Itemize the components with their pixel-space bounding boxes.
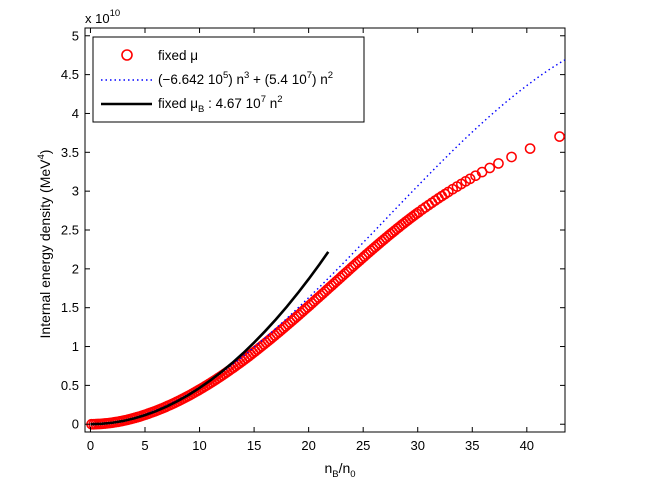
y-tick-label: 1.5 xyxy=(61,300,79,315)
y-tick-label: 0 xyxy=(72,417,79,432)
x-tick-label: 15 xyxy=(247,438,261,453)
x-tick-label: 10 xyxy=(192,438,206,453)
data-point-fixed-mu xyxy=(493,158,504,169)
data-point-fixed-mu xyxy=(524,143,536,154)
data-point-fixed-mu xyxy=(506,151,517,163)
data-point-fixed-mu xyxy=(464,173,476,185)
legend-label-fit: (−6.642 105) n3 + (5.4 107) n2 xyxy=(158,70,333,87)
legend-item-fixed-mub: fixed μB : 4.67 107 n2 xyxy=(101,94,283,115)
data-point-fixed-mu xyxy=(554,131,565,142)
x-tick-label: 20 xyxy=(301,438,315,453)
x-tick-label: 0 xyxy=(87,438,94,453)
data-point-fixed-mu xyxy=(484,162,496,174)
y-tick-label: 5 xyxy=(72,28,79,43)
x-tick-label: 30 xyxy=(410,438,424,453)
x-axis-label: nB/n0 xyxy=(324,460,355,480)
y-tick-label: 0.5 xyxy=(61,378,79,393)
y-tick-label: 4.5 xyxy=(61,67,79,82)
y-tick-label: 4 xyxy=(72,106,79,121)
y-tick-label: 2.5 xyxy=(61,223,79,238)
legend-item-fit: (−6.642 105) n3 + (5.4 107) n2 xyxy=(101,70,333,87)
legend: fixed μ (−6.642 105) n3 + (5.4 107) n2 f… xyxy=(92,36,365,123)
y-tick-label: 2 xyxy=(72,261,79,276)
x-tick-label: 40 xyxy=(520,438,534,453)
legend-item-fixed-mu: fixed μ xyxy=(121,48,198,63)
plot-content xyxy=(86,59,565,430)
axis-ticks: 0 5 10 15 20 25 30 35 40 0 0.5 1 1.5 2 2.5 3 3.5 4 4.5 5 xyxy=(61,28,565,453)
y-tick-label: 3.5 xyxy=(61,145,79,160)
y-tick-label: 3 xyxy=(72,184,79,199)
y-axis-multiplier: x 1010 xyxy=(85,8,120,26)
x-tick-label: 25 xyxy=(356,438,370,453)
y-axis-label: Internal energy density (MeV4) xyxy=(36,150,53,339)
x-tick-label: 5 xyxy=(141,438,148,453)
x-tick-label: 35 xyxy=(465,438,479,453)
legend-label-fixed-mu: fixed μ xyxy=(158,48,198,63)
y-tick-label: 1 xyxy=(72,339,79,354)
series-line-fit xyxy=(90,59,565,425)
series-line-fixed-mub xyxy=(90,251,330,426)
legend-marker-red-circle xyxy=(121,49,133,61)
legend-label-fixed-mub: fixed μB : 4.67 107 n2 xyxy=(158,94,283,115)
